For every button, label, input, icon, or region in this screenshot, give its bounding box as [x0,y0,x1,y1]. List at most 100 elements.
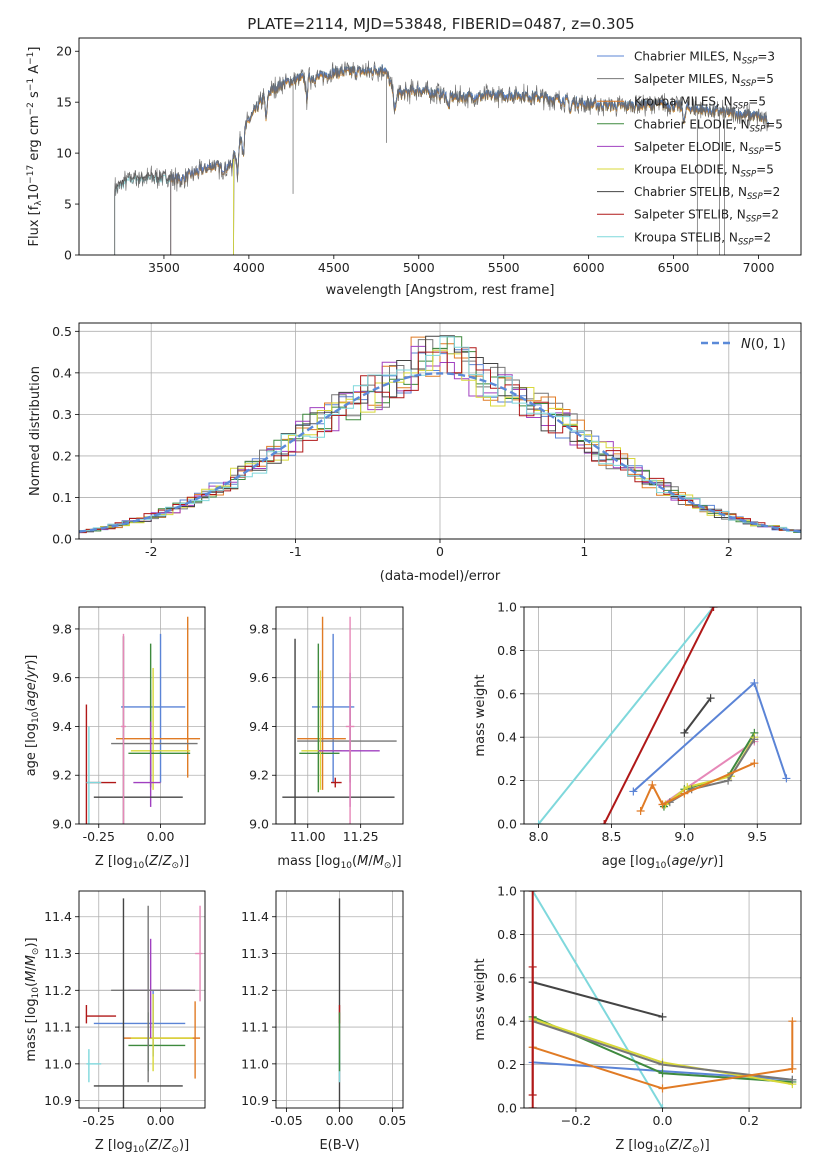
label-part: Z [162,1138,173,1153]
y-axis-label: mass [log10(M/M⊙)] [24,937,41,1061]
x-axis-label: age [log10(age/yr)] [602,854,724,871]
weight-marker [658,800,667,809]
label-part: ⊙ [384,861,392,871]
label-part: age [24,682,39,706]
legend-entry: Salpeter ELODIE, NSSP=5 [634,140,782,157]
label-part: =2 [761,208,779,222]
weight-marker [750,678,759,687]
label-part: Z [148,854,159,869]
weight-marker [528,1090,537,1099]
y-tick-label: 9.8 [249,621,269,636]
plot-area [534,607,791,824]
label-part: =5 [756,163,774,177]
label-part: A [27,65,42,78]
y-tick-label: 15 [56,95,72,110]
label-part: SSP [742,57,758,67]
axes-frame [523,890,802,1109]
label-part: SSP [738,237,754,247]
label-part: )] [179,854,189,869]
label-part: / [158,854,163,869]
x-tick-label: -0.05 [270,1113,302,1128]
legend-entry: Chabrier STELIB, NSSP=2 [634,185,780,202]
x-axis-label: (data-model)/error [380,569,501,584]
x-tick-label: -0.25 [83,829,115,844]
y-tick-label: 9.2 [249,768,269,783]
label-part: / [24,677,39,682]
label-part: erg cm [27,115,42,164]
axes-frame [78,322,802,540]
weight-line [603,607,715,824]
label-part: 10 [27,184,42,201]
label-part: )] [713,854,723,869]
legend-entry: Chabrier MILES, NSSP=3 [634,50,775,67]
y-tick-label: 11.3 [44,946,72,961]
label-part: )] [24,655,39,665]
x-tick-label: 7000 [743,260,775,275]
axes-frame [78,890,206,1109]
axes-mass_vs_ebv: -0.05 0.00 0.05 10.9 11.0 11.1 11.2 11.3 11.4 E(B… [241,890,406,1153]
x-tick-label: 4500 [318,260,350,275]
y-tick-label: 0.4 [52,365,72,380]
label-part: Z [162,854,173,869]
label-part: / [679,1138,684,1153]
weight-marker [724,776,733,785]
weight-marker [750,735,759,744]
label-part: Kroupa STELIB, N [634,230,738,244]
weight-line [537,607,715,824]
weight-line [683,697,712,734]
label-part: SSP [746,215,762,225]
label-part: ( [24,707,39,712]
x-tick-label: -0.25 [83,1113,115,1128]
x-tick-label: 5000 [403,260,435,275]
axes-frame [78,606,206,825]
label-part: 10 [31,711,41,723]
y-tick-label: 10.9 [44,1093,72,1108]
label-part: =2 [754,230,772,244]
label-part: M [373,854,384,869]
label-part: M [357,854,368,869]
label-part: 10 [653,1145,665,1155]
y-tick-label: 0.0 [497,1101,517,1116]
label-part: s [27,91,42,102]
label-part: yr [699,854,715,869]
y-tick-label: 0.8 [497,927,517,942]
axes-frame [78,37,802,256]
label-part: Flux [f [27,205,42,246]
y-tick-label: 10 [56,146,72,161]
label-part: / [696,854,701,869]
weight-marker [709,607,718,611]
weight-marker [658,1060,667,1069]
label-part: −1 [26,52,36,65]
weight-marker [658,1069,667,1078]
label-part: 10 [341,861,353,871]
weight-marker [788,1064,797,1073]
x-axis-label: Z [log10(Z/Z⊙)] [615,1138,709,1155]
axes-weight_vs_Z: −0.2 0.0 0.20.00.20.40.60.81.0Z [log10(Z/Z… [473,884,802,1155]
label-part: age [671,854,695,869]
y-tick-label: 0.4 [497,730,517,745]
label-part: mass [log [277,854,340,869]
x-tick-label: 0.00 [147,1113,175,1128]
label-part: λ [34,200,44,206]
weight-marker [528,891,537,895]
x-axis-label: mass [log10(M/M⊙)] [277,854,401,871]
y-tick-label: 0.1 [52,490,72,505]
weight-marker [629,787,638,796]
label-part: Chabrier MILES, N [634,50,742,64]
y-tick-label: 9.4 [249,719,269,734]
label-part: =3 [757,50,775,64]
y-tick-label: 11.1 [241,1020,269,1035]
label-part: M [24,955,39,966]
y-tick-label: 0.8 [497,643,517,658]
label-part: =5 [765,117,783,131]
legend-entry: Salpeter STELIB, NSSP=2 [634,208,779,225]
y-tick-label: 0.6 [497,970,517,985]
label-part: SSP [741,170,757,180]
label-part: yr [24,663,39,679]
spectrum-line-chabrier-elodie [233,64,769,255]
legend-entry: N(0, 1) [741,337,786,352]
label-part: Z [669,1138,680,1153]
x-tick-label: 0.0 [653,1113,673,1128]
